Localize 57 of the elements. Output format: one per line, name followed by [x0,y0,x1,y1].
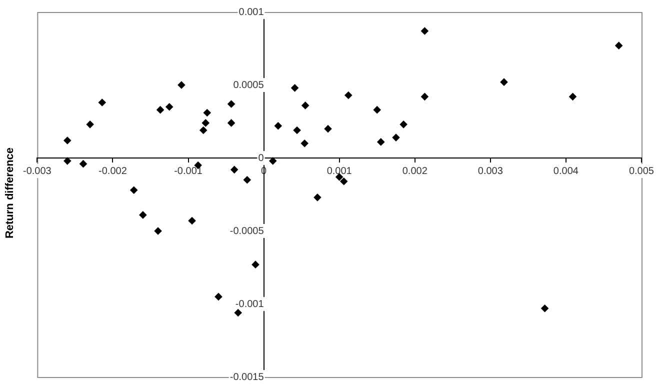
point [243,176,251,184]
point [86,120,94,128]
point [156,106,164,114]
point [228,100,236,108]
y-tick-label: 0 [258,152,264,164]
x-tick-label: 0.003 [478,166,504,177]
point [228,119,236,127]
point [203,109,211,116]
y-tick-label: -0.0015 [230,372,264,383]
point [340,178,348,186]
point [615,42,623,50]
x-tick-label: -0.001 [174,166,203,177]
point [64,136,72,144]
point [377,138,385,146]
point [500,78,508,86]
point [252,260,260,268]
point [234,309,242,316]
point [214,293,222,300]
point [569,92,576,100]
point [230,166,238,174]
point [98,98,106,106]
x-tick-label: 0.001 [326,166,352,177]
x-tick-label: 0.004 [553,166,579,177]
point [300,140,308,148]
x-tick-label: -0.002 [98,166,128,177]
point [392,134,400,142]
point [344,92,352,99]
x-tick-label: 0.002 [402,166,428,177]
x-tick-label: -0.003 [23,166,52,177]
point [80,160,87,168]
point [269,157,277,165]
point [130,186,138,194]
point [178,81,186,89]
point [541,304,548,312]
y-tick-label: -0.0005 [230,226,264,237]
point [420,92,428,100]
y-axis-title: Return difference [4,147,16,239]
point [302,102,310,110]
point [293,126,301,134]
point [274,122,282,130]
point [324,125,332,132]
point [291,84,298,92]
point [314,194,322,202]
point [202,119,210,127]
point [166,103,174,111]
y-tick-label: 0.001 [238,6,264,18]
y-tick-label: -0.001 [235,298,264,310]
y-tick-label: 0.0005 [233,80,264,91]
point [154,227,162,235]
point [139,211,147,219]
point [420,27,428,35]
point [188,217,196,224]
x-tick-label: 0.005 [628,166,654,177]
point [373,106,381,114]
point [200,126,208,134]
point [64,157,72,165]
point [400,120,408,128]
